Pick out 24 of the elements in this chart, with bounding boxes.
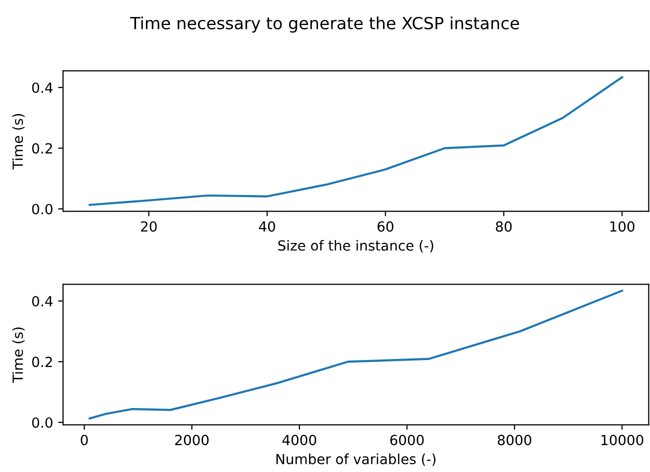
- x-axis-title: Size of the instance (-): [278, 240, 434, 252]
- line-series: [88, 290, 624, 420]
- x-axis-title: Number of variables (-): [276, 454, 436, 466]
- y-tick-label: 0.4: [32, 82, 53, 93]
- x-tick-label: 20: [141, 221, 157, 232]
- x-tick-label: 40: [258, 221, 276, 232]
- x-tick-label: 8000: [498, 434, 532, 446]
- x-tick-label: 4000: [282, 434, 316, 446]
- y-tick-label: 0.0: [32, 417, 52, 428]
- x-tick-label: 80: [496, 221, 512, 232]
- y-tick-label: 0.2: [32, 356, 52, 368]
- y-axis-title: Time (s): [12, 114, 25, 170]
- y-tick-label: 0.2: [32, 143, 52, 154]
- x-tick-label: 60: [378, 221, 394, 232]
- x-tick-label: 6000: [390, 434, 424, 446]
- x-tick-label: 2000: [175, 434, 209, 446]
- line-series: [88, 76, 624, 206]
- y-axis-title: Time (s): [12, 328, 25, 383]
- x-tick-label: 10000: [602, 434, 644, 446]
- y-tick-label: 0.4: [32, 296, 53, 306]
- y-tick-label: 0.0: [32, 204, 52, 214]
- x-tick-label: 100: [610, 221, 634, 232]
- chart-title: Time necessary to generate the XCSP instance: [130, 16, 519, 33]
- x-tick-label: 0: [80, 434, 88, 446]
